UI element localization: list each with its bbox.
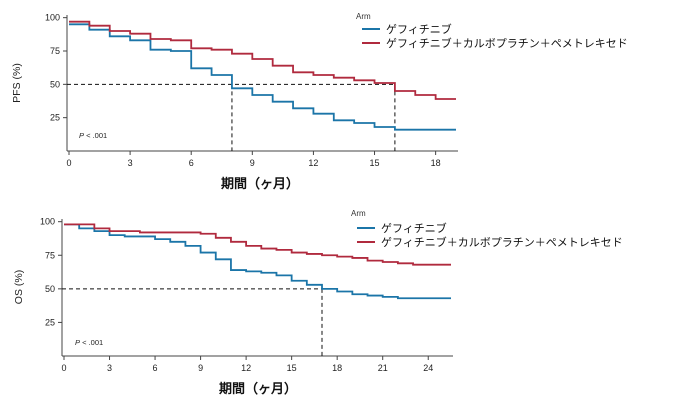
pfs-p-letter: P xyxy=(79,131,84,140)
pfs-chart: 25 50 75 100 0 3 6 9 12 15 18 PFS (%) 期間（ヶ月） P < … xyxy=(11,12,628,192)
pfs-x-tick-label: 3 xyxy=(128,158,133,168)
pfs-x-tick-label: 9 xyxy=(250,158,255,168)
os-legend-title: Arm xyxy=(351,209,366,218)
os-y-ticks: 25 50 75 100 xyxy=(40,217,62,327)
os-p-number: .001 xyxy=(89,338,104,347)
pfs-x-tick-label: 15 xyxy=(370,158,380,168)
os-x-tick-label: 24 xyxy=(423,363,433,373)
pfs-p-rest: < xyxy=(84,131,93,140)
pfs-y-tick-label: 50 xyxy=(50,79,60,89)
os-x-tick-label: 3 xyxy=(107,363,112,373)
pfs-y-tick-label: 75 xyxy=(50,46,60,56)
pfs-legend-label-combo: ゲフィチニブ＋カルボプラチン＋ペメトレキセド xyxy=(386,36,628,50)
os-x-tick-label: 0 xyxy=(61,363,66,373)
os-median-reference xyxy=(62,288,323,356)
pfs-x-tick-label: 0 xyxy=(66,158,71,168)
os-series xyxy=(64,223,451,300)
os-legend: Arm ゲフィチニブ ゲフィチニブ＋カルボプラチン＋ペメトレキセド xyxy=(351,209,623,249)
pfs-series xyxy=(69,20,456,131)
os-p-value: P < .001 xyxy=(75,338,103,347)
pfs-legend: Arm ゲフィチニブ ゲフィチニブ＋カルボプラチン＋ペメトレキセド xyxy=(356,12,628,50)
pfs-x-tick-label: 6 xyxy=(189,158,194,168)
os-y-label: OS (%) xyxy=(13,270,25,304)
os-x-tick-label: 12 xyxy=(241,363,251,373)
pfs-series-line-gefitinib xyxy=(69,23,456,131)
os-x-label: 期間（ヶ月） xyxy=(219,381,297,397)
pfs-x-tick-label: 12 xyxy=(308,158,318,168)
pfs-series-line-combo xyxy=(69,20,456,100)
os-y-tick-label: 75 xyxy=(45,250,55,260)
os-x-tick-label: 9 xyxy=(198,363,203,373)
pfs-y-label: PFS (%) xyxy=(11,63,23,103)
os-x-tick-label: 15 xyxy=(287,363,297,373)
os-x-tick-label: 21 xyxy=(378,363,388,373)
pfs-legend-label-gefitinib: ゲフィチニブ xyxy=(386,22,452,36)
os-x-tick-label: 18 xyxy=(332,363,342,373)
pfs-legend-title: Arm xyxy=(356,12,371,21)
pfs-median-reference xyxy=(67,83,396,151)
pfs-p-number: .001 xyxy=(93,131,108,140)
os-y-tick-label: 100 xyxy=(40,217,55,227)
os-x-tick-label: 6 xyxy=(153,363,158,373)
pfs-y-tick-label: 100 xyxy=(45,13,60,23)
pfs-x-tick-label: 18 xyxy=(431,158,441,168)
os-y-tick-label: 50 xyxy=(45,284,55,294)
pfs-x-ticks: 0 3 6 9 12 15 18 xyxy=(66,151,441,168)
pfs-p-value: P < .001 xyxy=(79,131,107,140)
os-legend-label-gefitinib: ゲフィチニブ xyxy=(381,221,447,235)
os-series-line-combo xyxy=(64,223,451,266)
os-p-rest: < xyxy=(80,338,89,347)
os-p-letter: P xyxy=(75,338,80,347)
pfs-y-tick-label: 25 xyxy=(50,113,60,123)
os-legend-label-combo: ゲフィチニブ＋カルボプラチン＋ペメトレキセド xyxy=(381,235,623,249)
pfs-y-ticks: 25 50 75 100 xyxy=(45,13,67,123)
os-series-line-gefitinib xyxy=(64,223,451,300)
pfs-x-label: 期間（ヶ月） xyxy=(221,176,299,192)
os-chart: 25 50 75 100 0 3 6 9 12 15 18 21 24 OS (%) 期間（ヶ月） P… xyxy=(13,209,623,397)
os-y-tick-label: 25 xyxy=(45,317,55,327)
os-x-ticks: 0 3 6 9 12 15 18 21 24 xyxy=(61,356,433,373)
